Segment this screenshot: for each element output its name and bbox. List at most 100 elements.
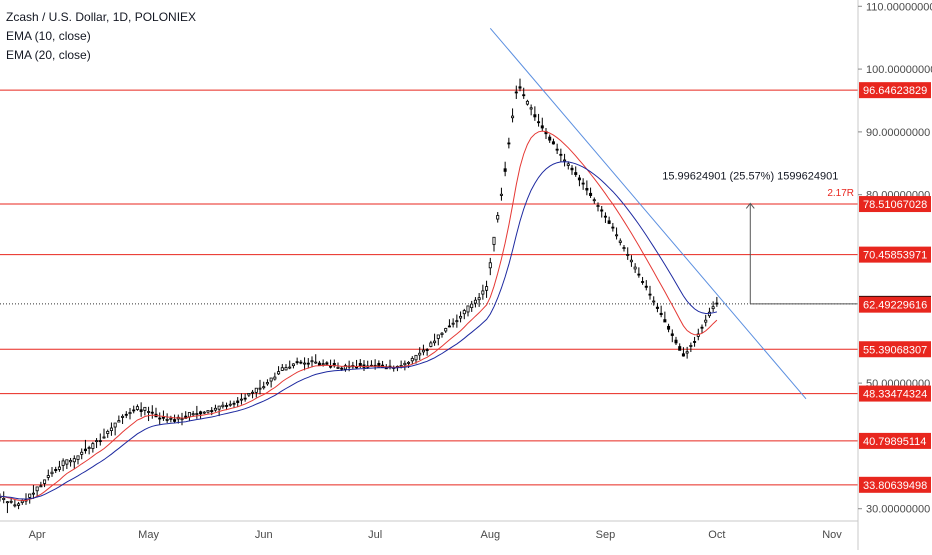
price-label-5: 55.39068307 [863, 344, 927, 356]
candle-up [440, 332, 444, 335]
candle-down [507, 142, 511, 145]
x-tick-label-7: Nov [822, 529, 842, 541]
candle-up [689, 345, 693, 347]
candle-down [700, 326, 704, 329]
candle-down [425, 349, 429, 351]
candle-down [124, 413, 128, 416]
candle-down [210, 410, 214, 413]
candle-up [433, 340, 437, 344]
measure-label: 15.99624901 (25.57%) 1599624901 [662, 170, 838, 182]
candle-down [585, 188, 589, 191]
candle-down [555, 148, 559, 151]
candle-down [299, 361, 303, 364]
chart-title: Zcash / U.S. Dollar, 1D, POLONIEX [6, 10, 197, 24]
y-tick-label-2: 90.00000000 [866, 127, 930, 139]
candle-up [213, 407, 217, 411]
candle-up [80, 451, 84, 455]
candle-down [533, 114, 537, 118]
candle-down [83, 448, 87, 452]
candle-up [481, 290, 485, 295]
candle-up [269, 377, 273, 382]
candle-down [158, 417, 162, 420]
candle-down [715, 302, 719, 305]
candle-up [436, 334, 440, 339]
price-label-8: 33.80639498 [863, 480, 927, 492]
price-label-bg [859, 196, 931, 213]
candle-up [652, 300, 656, 303]
candle-up [462, 310, 466, 315]
candle-up [76, 455, 80, 460]
candle-up [563, 159, 567, 162]
candle-up [206, 410, 210, 413]
candle-up [72, 458, 76, 463]
candle-down [199, 411, 203, 415]
candle-up [180, 418, 184, 421]
x-tick-label-1: May [138, 529, 159, 541]
candle-up [69, 460, 73, 463]
candle-down [678, 346, 682, 351]
candle-down [447, 325, 451, 328]
candle-down [600, 209, 604, 212]
candle-up [511, 115, 515, 119]
indicator-ema20: EMA (20, close) [6, 48, 91, 62]
candle-down [681, 353, 685, 357]
candle-up [251, 391, 255, 394]
candle-down [306, 362, 310, 365]
candle-down [659, 312, 663, 315]
candle-up [109, 427, 113, 431]
candle-up [0, 495, 2, 499]
candle-up [39, 485, 43, 488]
price-label-bg [859, 432, 931, 449]
price-label-bg [859, 82, 931, 99]
candle-up [414, 354, 418, 361]
candle-down [548, 136, 552, 141]
candle-down [225, 405, 229, 407]
candle-up [147, 411, 151, 413]
candle-down [559, 153, 563, 156]
candle-up [459, 315, 463, 319]
price-label-bg [859, 385, 931, 402]
candle-up [626, 254, 630, 256]
candle-up [629, 259, 633, 263]
candle-down [670, 333, 674, 336]
indicator-ema10: EMA (10, close) [6, 29, 91, 43]
candle-up [35, 486, 39, 492]
candle-down [358, 362, 362, 367]
price-label-1: 78.51067028 [863, 199, 927, 211]
candle-up [310, 360, 314, 363]
candle-up [496, 215, 500, 220]
x-tick-label-3: Jul [368, 529, 382, 541]
candle-up [221, 404, 225, 408]
candle-up [5, 501, 9, 504]
x-tick-label-2: Jun [255, 529, 273, 541]
candle-up [262, 386, 266, 389]
candle-up [499, 193, 503, 196]
candle-down [693, 341, 697, 343]
candle-up [121, 415, 125, 418]
candle-up [291, 363, 295, 367]
candle-up [633, 266, 637, 270]
y-tick-label-5: 30.00000000 [866, 504, 930, 516]
candle-up [57, 466, 61, 470]
candle-up [592, 199, 596, 202]
price-label-2: 70.45853971 [863, 250, 927, 262]
candle-up [217, 405, 221, 410]
candle-down [522, 94, 526, 97]
candle-up [143, 406, 147, 411]
candle-up [407, 361, 411, 364]
candle-up [254, 387, 258, 393]
candle-up [95, 440, 99, 443]
price-label-6: 48.33474324 [863, 389, 927, 401]
candle-up [2, 497, 6, 500]
candle-up [685, 351, 689, 354]
candle-up [618, 240, 622, 243]
candle-up [91, 443, 95, 449]
candle-up [525, 100, 529, 105]
candle-up [102, 436, 106, 439]
candle-down [161, 416, 165, 419]
candle-up [280, 367, 284, 371]
candle-up [336, 367, 340, 369]
candle-up [284, 367, 288, 371]
candle-down [232, 402, 236, 405]
